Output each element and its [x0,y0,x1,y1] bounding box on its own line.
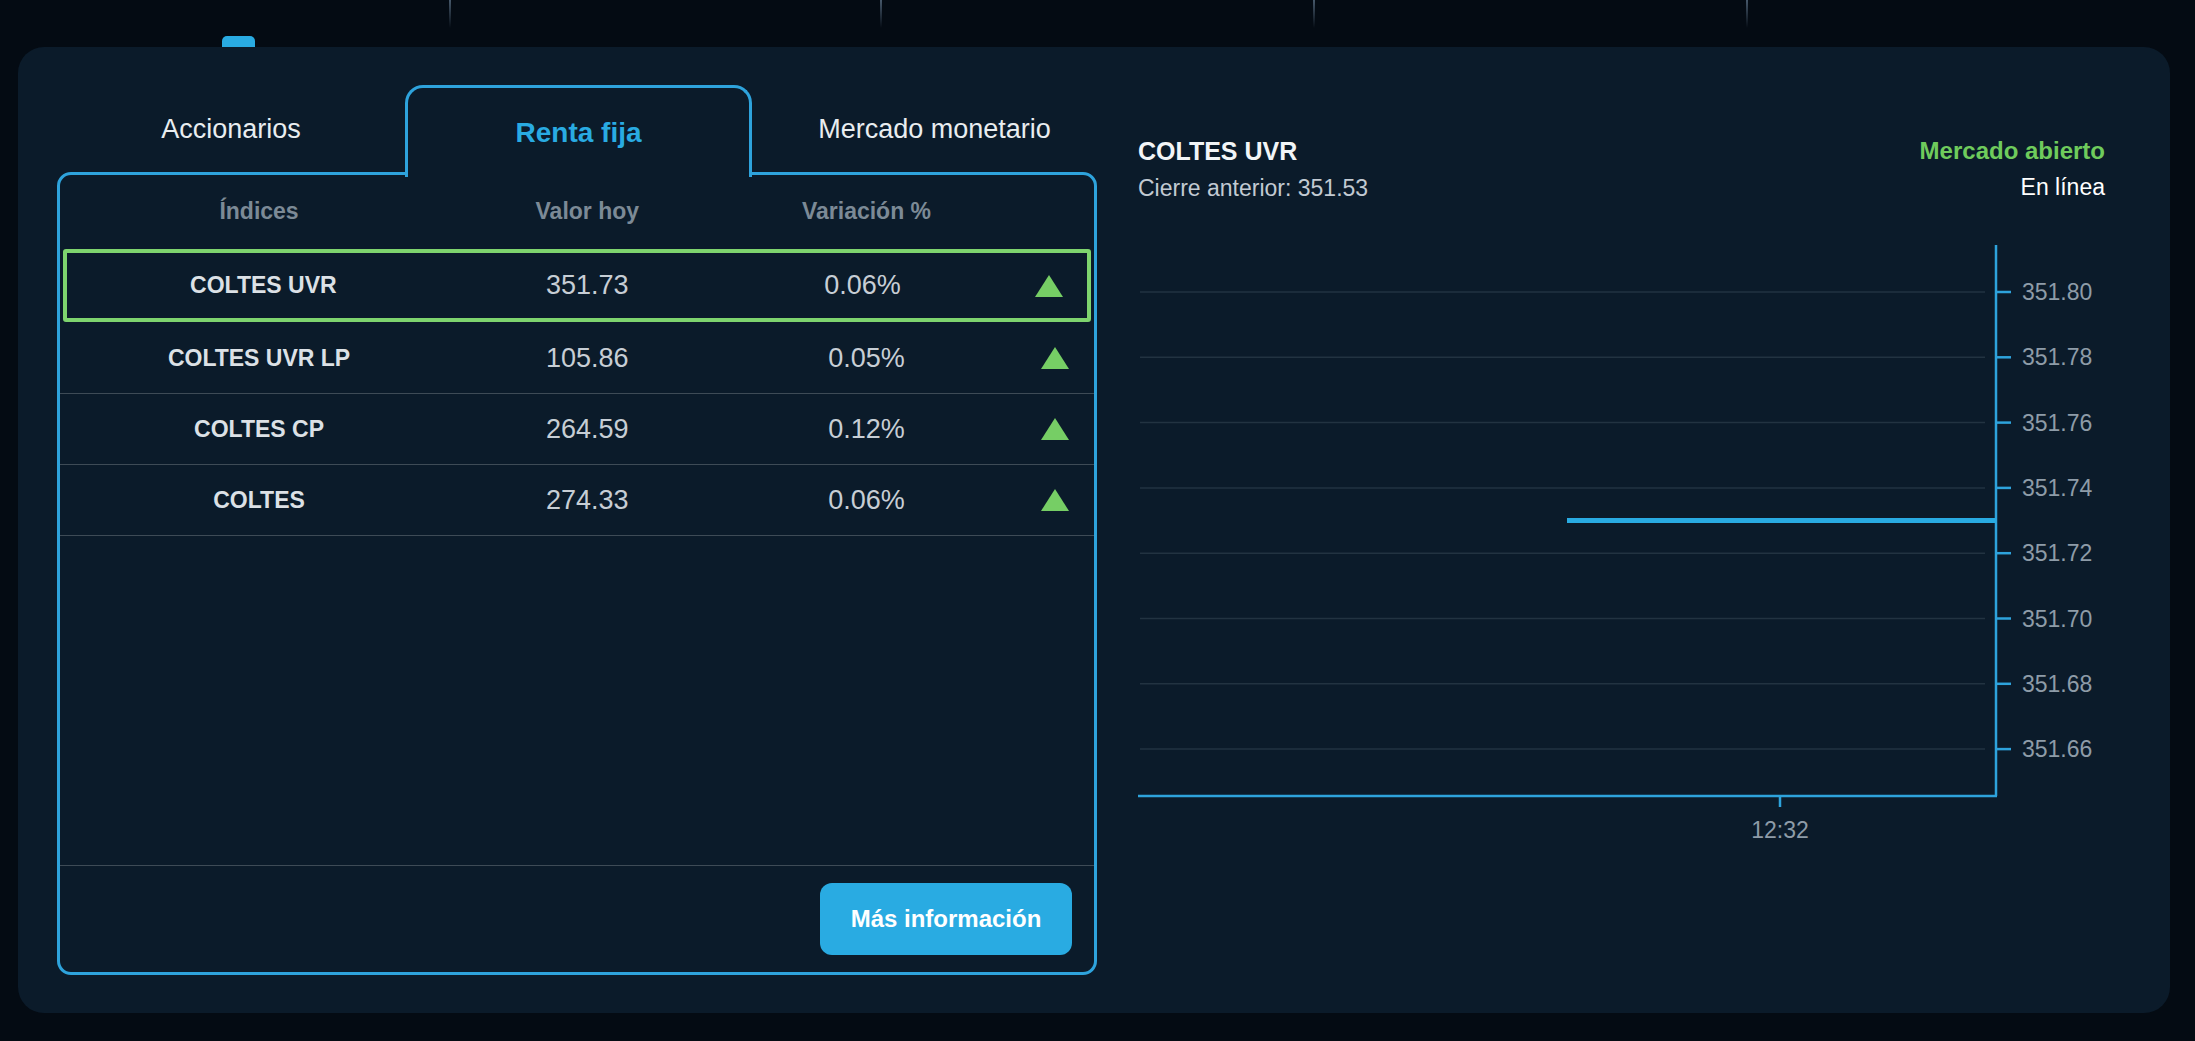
table-row-coltes[interactable]: COLTES 274.33 0.06% [60,465,1094,536]
up-triangle-icon [1041,347,1069,369]
table-row-coltes-uvr[interactable]: COLTES UVR 351.73 0.06% [63,249,1091,322]
market-open-status: Mercado abierto [1920,137,2105,165]
table-empty-space [60,536,1094,865]
y-axis-label: 351.66 [2022,736,2092,762]
index-change: 0.05% [717,343,1017,374]
background-column-divider [1746,0,1748,28]
tab-renta-fija-label: Renta fija [515,117,641,149]
tab-accionarios[interactable]: Accionarios [57,87,405,172]
y-axis-label: 351.72 [2022,540,2092,566]
index-value: 351.73 [460,270,715,301]
index-name: COLTES CP [60,416,458,443]
index-value: 264.59 [458,414,717,445]
online-status: En línea [1920,174,2105,201]
column-header-valor-hoy: Valor hoy [458,198,717,225]
more-info-button[interactable]: Más información [820,883,1072,955]
market-indices-card: Accionarios Renta fija Mercado monetario… [18,47,2170,1013]
market-status-block: Mercado abierto En línea [1920,137,2105,201]
previous-close-label: Cierre anterior: 351.53 [1138,175,1368,202]
indices-table-panel: Índices Valor hoy Variación % COLTES UVR… [57,172,1097,975]
y-axis-label: 351.78 [2022,344,2092,370]
index-change: 0.12% [717,414,1017,445]
up-triangle-icon [1041,418,1069,440]
price-line-chart: 351.80 351.78 351.76 351.74 351.72 351.70 351.… [1130,240,2180,872]
column-header-variacion: Variación % [717,198,1017,225]
y-axis-label: 351.80 [2022,279,2092,305]
index-name: COLTES UVR LP [60,345,458,372]
index-change: 0.06% [715,270,1011,301]
background-column-divider [880,0,882,28]
table-row-coltes-cp[interactable]: COLTES CP 264.59 0.12% [60,394,1094,465]
column-header-indices: Índices [60,198,458,225]
chart-title: COLTES UVR [1138,137,1297,166]
x-axis-label: 12:32 [1751,817,1809,843]
y-axis-label: 351.68 [2022,671,2092,697]
y-axis-label: 351.70 [2022,606,2092,632]
index-name: COLTES [60,487,458,514]
y-axis-label: 351.74 [2022,475,2093,501]
y-axis-label: 351.76 [2022,410,2092,436]
table-row-coltes-uvr-lp[interactable]: COLTES UVR LP 105.86 0.05% [60,323,1094,394]
tab-renta-fija[interactable]: Renta fija [405,85,752,177]
tab-mercado-monetario-label: Mercado monetario [818,114,1051,145]
up-triangle-icon [1041,489,1069,511]
background-column-divider [1313,0,1315,28]
tab-accionarios-label: Accionarios [161,114,301,145]
table-header-row: Índices Valor hoy Variación % [60,175,1094,247]
index-value: 274.33 [458,485,717,516]
table-footer: Más información [60,865,1094,972]
index-change: 0.06% [717,485,1017,516]
up-triangle-icon [1035,275,1063,297]
index-value: 105.86 [458,343,717,374]
index-name: COLTES UVR [67,272,460,299]
background-column-divider [449,0,451,28]
tab-mercado-monetario[interactable]: Mercado monetario [752,87,1117,172]
